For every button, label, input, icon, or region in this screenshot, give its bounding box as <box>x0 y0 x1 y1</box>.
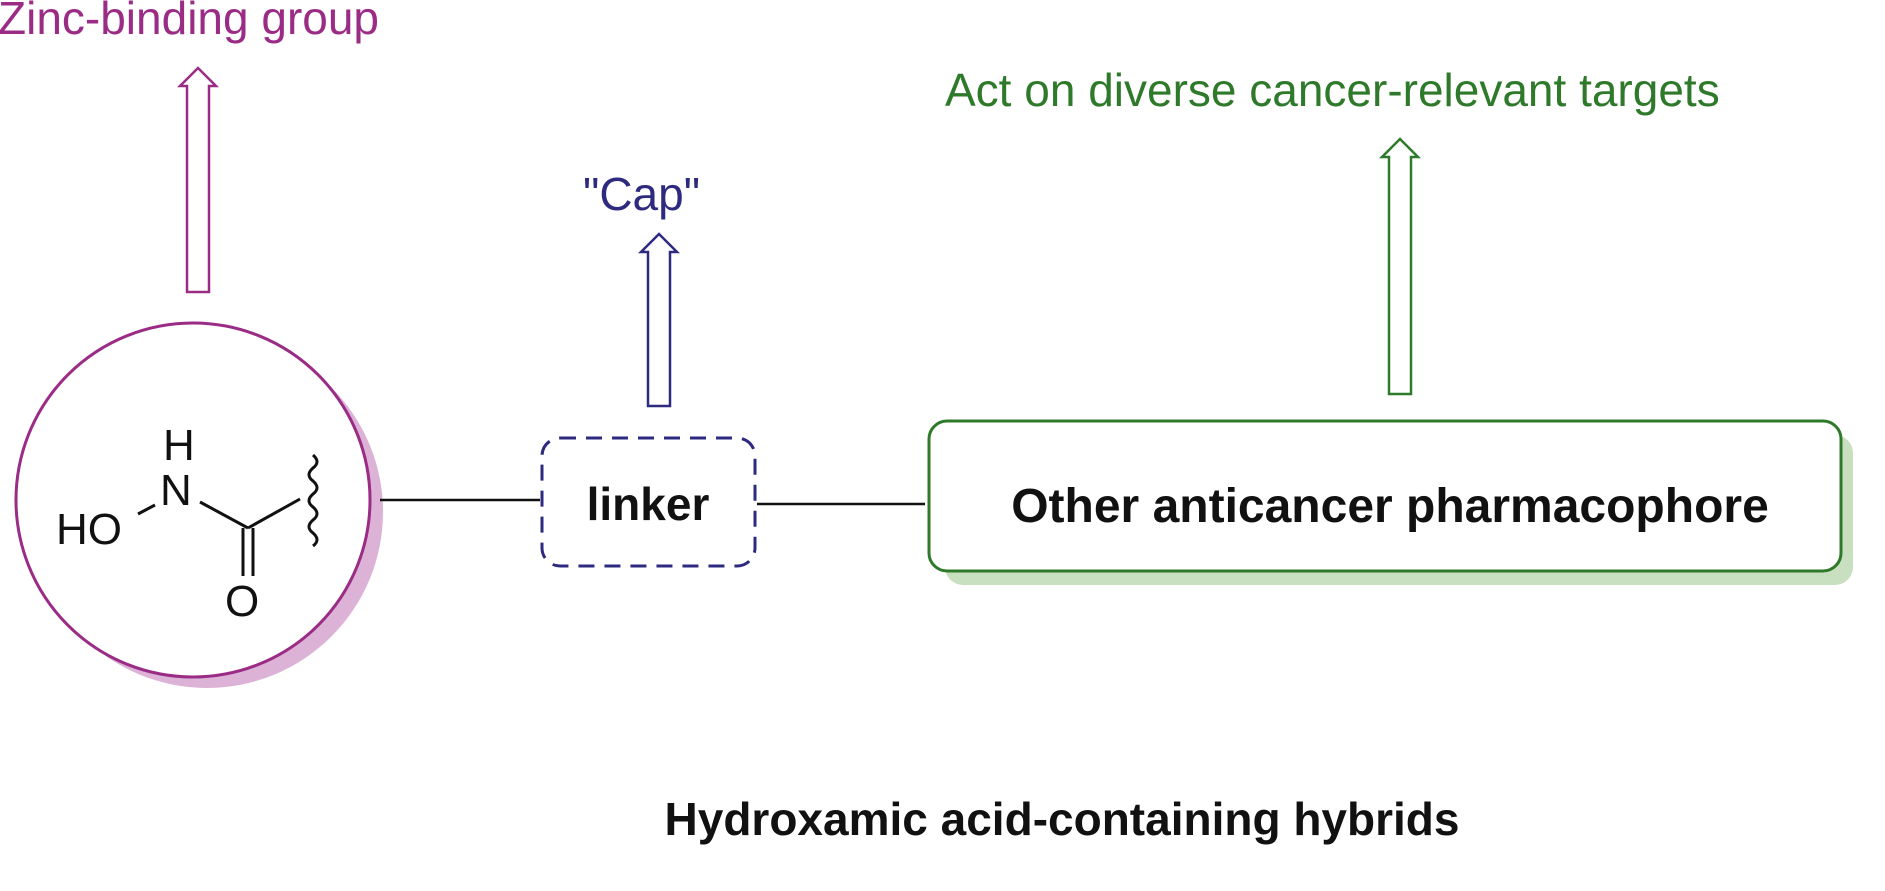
atom-ho: HO <box>56 505 122 554</box>
atom-h: H <box>163 421 195 470</box>
pharmacophore-box <box>927 419 1843 573</box>
targets-label: Act on diverse cancer-relevant targets <box>945 64 1720 116</box>
linker-box <box>540 436 757 568</box>
targets-arrow <box>1378 137 1422 396</box>
pharmacophore-label: Other anticancer pharmacophore <box>1011 480 1769 533</box>
zinc-binding-circle <box>14 321 372 679</box>
zinc-binding-label: Zinc-binding group <box>0 0 379 44</box>
bond-o-n <box>137 503 156 516</box>
atom-n: N <box>160 466 192 515</box>
cap-arrow <box>637 232 681 408</box>
bond-c-r <box>247 497 301 530</box>
zinc-arrow <box>176 66 220 294</box>
diagram-caption: Hydroxamic acid-containing hybrids <box>665 793 1460 845</box>
cap-label: "Cap" <box>583 168 700 220</box>
bond-n-c <box>199 500 249 530</box>
wavy-bond-icon <box>307 453 319 548</box>
atom-o: O <box>225 577 259 626</box>
hydroxamic-acid-structure: H N HO O <box>56 421 319 626</box>
linker-label: linker <box>587 478 710 530</box>
